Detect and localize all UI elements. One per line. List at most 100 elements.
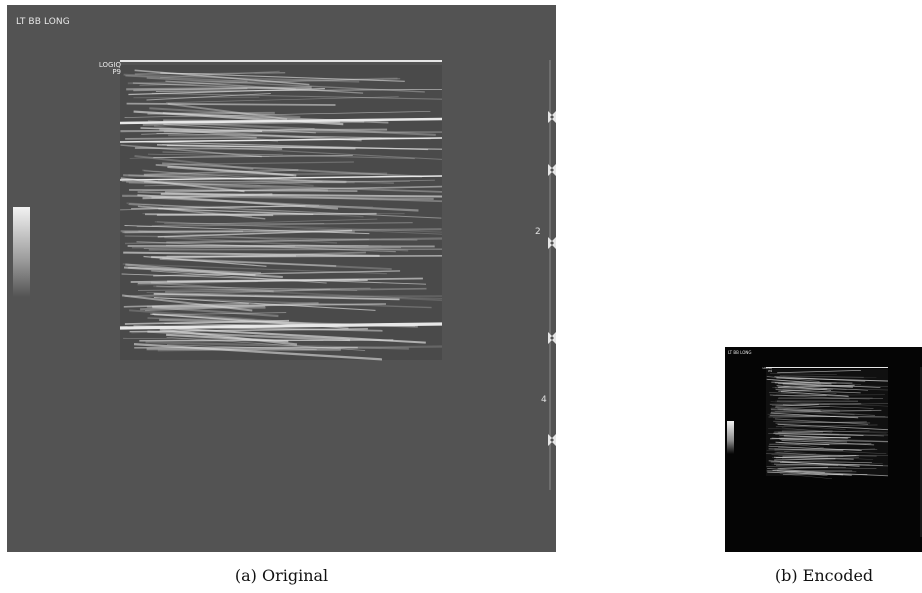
fiber-streak [774, 382, 881, 388]
fiber-streak [162, 112, 389, 124]
fiber-streak [138, 230, 338, 244]
fiber-streak [774, 448, 887, 455]
fiber-streak [783, 376, 877, 378]
fiber-streak [162, 251, 366, 259]
fiber-streak [122, 263, 387, 275]
grayscale-bar [13, 207, 30, 297]
fiber-streak [144, 181, 443, 193]
fiber-streak [126, 202, 364, 218]
fiber-streak [783, 425, 846, 430]
fiber-streak [133, 110, 344, 126]
fiber-streak [124, 235, 418, 241]
fiber-streak [123, 251, 380, 257]
scan-label: LT BB LONG [728, 350, 752, 355]
fiber-streak [142, 205, 373, 208]
fiber-streak [153, 296, 376, 311]
device-label: LOGIQ P9 [95, 62, 121, 76]
device-label-line2: P9 [112, 68, 121, 76]
fiber-streak [120, 230, 355, 233]
device-label-line1: LOGIQ [762, 366, 773, 370]
focus-markers [548, 111, 556, 446]
fiber-streak [156, 143, 356, 150]
fiber-streak [777, 370, 861, 374]
fiber-streak [126, 86, 312, 91]
fiber-streak [779, 461, 883, 466]
device-label: LOGIQ P9 [760, 366, 773, 373]
fiber-streak [778, 384, 855, 388]
fiber-streak [773, 394, 885, 396]
fiber-streak [769, 394, 827, 396]
fiber-streak [777, 430, 833, 433]
fiber-streak [142, 185, 261, 192]
fiber-streak [145, 326, 426, 344]
fiber-streak [165, 80, 364, 94]
fiber-streak [122, 230, 244, 234]
fiber-streak [123, 337, 324, 341]
fiber-streak [777, 423, 889, 431]
fiber-streak [780, 391, 849, 397]
fiber-streak [768, 392, 850, 398]
fiber-streak [775, 421, 867, 424]
fiber-streak [775, 441, 830, 446]
fiber-streak [134, 147, 283, 150]
fiber-streak [146, 77, 425, 93]
fiber-streak [157, 229, 353, 238]
fiber-streak [123, 302, 249, 308]
fiber-streak [767, 468, 825, 473]
fiber-streak [124, 238, 369, 245]
fiber-streak [153, 270, 401, 277]
fiber-streak [144, 305, 266, 312]
fiber-streak [146, 93, 271, 101]
fiber-streak [165, 96, 399, 104]
fiber-streak [126, 102, 336, 106]
fiber-streak [142, 120, 365, 126]
fiber-streak [151, 303, 387, 308]
fiber-streak [768, 427, 887, 434]
device-label-line1: LOGIQ [98, 61, 121, 69]
fiber-streak [121, 294, 253, 312]
fiber-streak [155, 88, 443, 92]
fiber-streak [128, 174, 394, 184]
fiber-streak [781, 437, 870, 442]
fiber-streak [151, 218, 378, 226]
fiber-streak [770, 412, 859, 419]
fiber-streak [766, 449, 817, 455]
fiber-streak [766, 453, 877, 457]
fiber-streak [769, 373, 837, 375]
fiber-streak [155, 161, 354, 166]
fiber-streak [777, 408, 872, 412]
fiber-streak [146, 305, 279, 318]
fiber-streak [779, 375, 864, 378]
fiber-streak [770, 436, 851, 440]
fiber-streak [133, 87, 248, 92]
fiber-streak [774, 411, 855, 416]
fiber-streak [120, 128, 388, 133]
fiber-streak [142, 193, 273, 200]
fiber-streak [151, 256, 392, 271]
fiber-streak [162, 151, 415, 160]
fiber-streak [153, 154, 353, 159]
fiber-streak [166, 255, 297, 258]
fiber-streak [120, 144, 262, 158]
fiber-streak [774, 448, 878, 451]
fiber-streak [129, 203, 442, 219]
fiber-streak [773, 420, 871, 424]
fiber-streak [124, 288, 331, 297]
fiber-streak [134, 155, 254, 171]
fiber-streak [774, 376, 866, 382]
fiber-streak [156, 285, 358, 291]
fiber-streak [158, 180, 355, 184]
fiber-streak [156, 221, 443, 233]
fiber-streak [125, 75, 248, 82]
fiber-streak [160, 297, 432, 309]
focus-marker [548, 332, 556, 344]
fiber-streak [165, 287, 427, 293]
fiber-streak [146, 292, 443, 299]
fiber-streak [778, 430, 870, 433]
fiber-streak [124, 228, 442, 234]
fiber-streak [153, 312, 287, 316]
encoded-ultrasound-svg [727, 367, 922, 537]
fiber-streak [136, 141, 429, 151]
fiber-streak [782, 383, 853, 388]
fiber-streak [781, 427, 833, 433]
